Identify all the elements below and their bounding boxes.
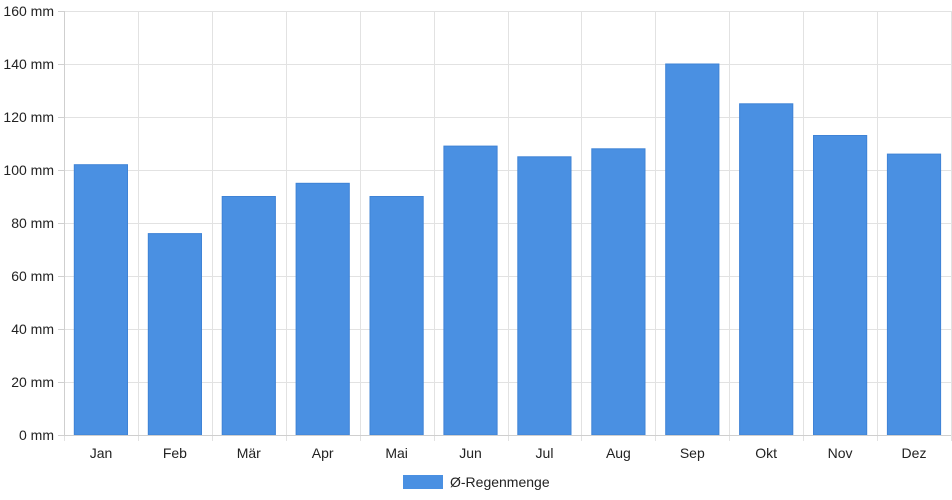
x-tick-label: Okt	[755, 445, 777, 461]
bar-jul[interactable]	[517, 156, 572, 436]
y-tick-label: 160 mm	[3, 3, 54, 19]
bar-jun[interactable]	[443, 145, 498, 436]
bar-jan[interactable]	[73, 164, 129, 436]
legend-label: Ø-Regenmenge	[450, 474, 550, 490]
legend[interactable]: Ø-Regenmenge	[403, 474, 550, 490]
bar-mai[interactable]	[369, 196, 424, 436]
x-tick-label: Apr	[312, 445, 334, 461]
x-tick-label: Jul	[536, 445, 554, 461]
legend-swatch	[403, 475, 443, 489]
x-tick-label: Feb	[163, 445, 187, 461]
bar-feb[interactable]	[147, 233, 203, 436]
x-tick-label: Nov	[828, 445, 853, 461]
x-tick-label: Aug	[606, 445, 631, 461]
bar-dez[interactable]	[886, 153, 942, 436]
axes	[58, 11, 951, 436]
x-axis-tick-labels: Jan Feb Mär Apr Mai Jun Jul Aug Sep Okt Nov Dez	[90, 445, 927, 461]
bar-aug[interactable]	[591, 148, 646, 436]
y-tick-label: 80 mm	[11, 215, 54, 231]
y-tick-label: 60 mm	[11, 268, 54, 284]
x-tick-label: Mär	[237, 445, 261, 461]
y-tick-label: 20 mm	[11, 374, 54, 390]
y-axis-tick-labels: 0 mm 20 mm 40 mm 60 mm 80 mm 100 mm 120 mm 140 …	[3, 3, 54, 443]
bar-apr[interactable]	[295, 182, 350, 436]
y-tick-label: 40 mm	[11, 321, 54, 337]
x-tick-label: Sep	[680, 445, 705, 461]
x-tick-label: Jun	[459, 445, 482, 461]
bars	[73, 63, 942, 436]
y-tick-label: 120 mm	[3, 109, 54, 125]
bar-okt[interactable]	[739, 103, 794, 436]
bar-nov[interactable]	[813, 135, 868, 436]
y-tick-label: 0 mm	[19, 427, 54, 443]
x-tick-label: Jan	[90, 445, 113, 461]
y-tick-label: 140 mm	[3, 56, 54, 72]
y-tick-label: 100 mm	[3, 162, 54, 178]
x-tick-label: Mai	[385, 445, 408, 461]
bar-mär[interactable]	[221, 196, 276, 436]
bar-sep[interactable]	[665, 63, 720, 436]
x-tick-label: Dez	[902, 445, 927, 461]
